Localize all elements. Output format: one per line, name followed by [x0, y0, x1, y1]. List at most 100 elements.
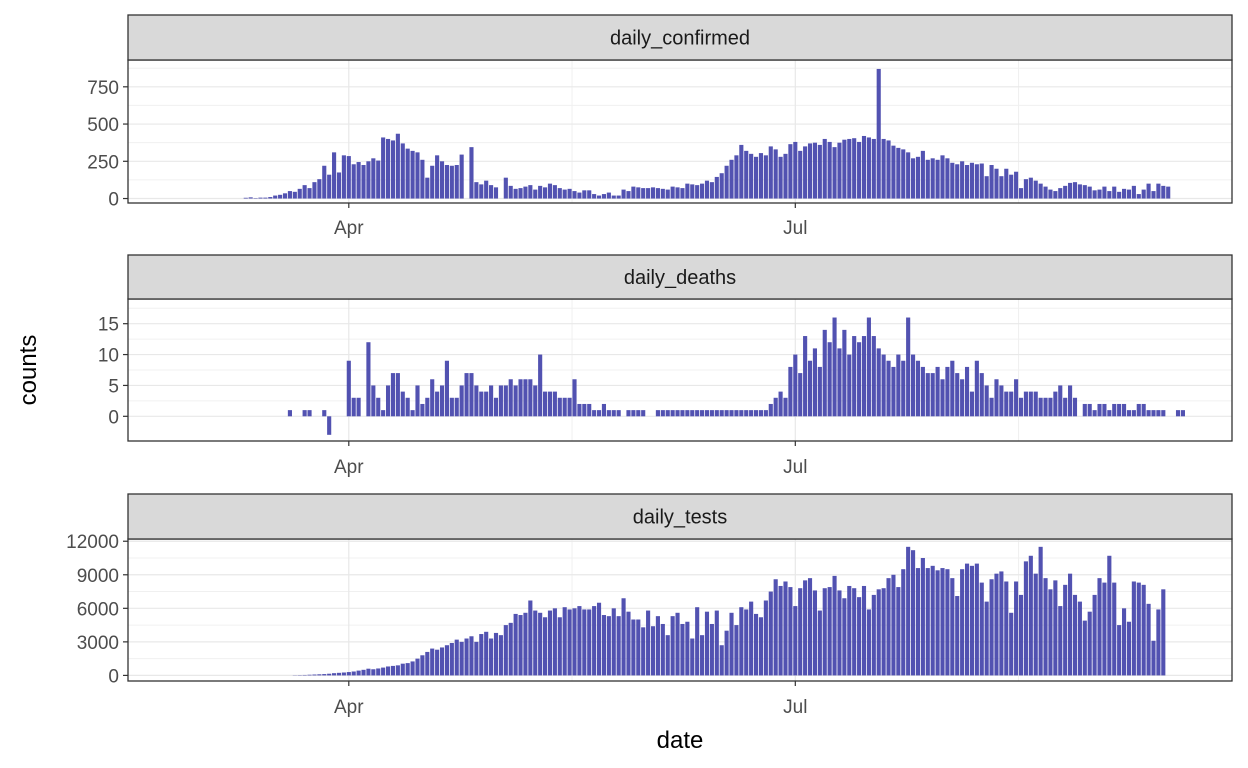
- bar: [493, 397, 499, 417]
- bar: [317, 674, 322, 676]
- bar: [263, 197, 268, 199]
- bar: [444, 360, 449, 417]
- bar: [788, 144, 793, 199]
- bar: [1048, 589, 1053, 676]
- bar: [361, 165, 366, 199]
- bar: [533, 385, 538, 417]
- bar: [680, 623, 685, 676]
- bar: [655, 188, 660, 199]
- bar: [621, 189, 626, 199]
- bar: [798, 150, 803, 199]
- bar: [395, 665, 400, 676]
- bar: [449, 397, 454, 417]
- bar: [307, 410, 312, 417]
- bar: [405, 397, 410, 417]
- bar: [807, 143, 813, 199]
- bar: [945, 366, 950, 417]
- bar: [1117, 403, 1122, 417]
- bar: [1092, 594, 1097, 676]
- bar: [866, 609, 871, 676]
- bar: [1043, 397, 1048, 417]
- bar: [739, 607, 744, 676]
- bar: [896, 354, 901, 417]
- bar: [287, 191, 292, 199]
- bar: [1053, 191, 1058, 199]
- bar: [753, 410, 759, 417]
- bar: [695, 410, 700, 417]
- bar: [577, 403, 582, 417]
- bar: [749, 153, 754, 199]
- bar: [822, 588, 827, 676]
- bar: [940, 568, 945, 676]
- bar: [940, 379, 945, 417]
- bar: [660, 623, 665, 676]
- bar: [626, 191, 631, 199]
- bar: [557, 188, 562, 199]
- y-tick-label: 750: [87, 78, 119, 99]
- bar: [425, 651, 430, 676]
- bar: [842, 598, 847, 676]
- bar: [420, 403, 425, 417]
- bar: [327, 673, 332, 676]
- bar: [243, 197, 248, 199]
- bar: [1141, 584, 1146, 676]
- bar: [376, 160, 381, 199]
- bar: [891, 366, 896, 417]
- bar: [788, 366, 793, 417]
- x-tick-label: Jul: [783, 218, 807, 239]
- bar: [1023, 179, 1028, 199]
- bar: [881, 354, 886, 417]
- bar: [420, 159, 425, 199]
- bar: [479, 391, 484, 417]
- bar: [1033, 391, 1038, 417]
- bar: [312, 674, 317, 676]
- bar: [1126, 410, 1132, 417]
- bar: [955, 373, 960, 417]
- bar: [636, 410, 641, 417]
- bar: [346, 672, 351, 676]
- bar: [812, 590, 817, 676]
- bar: [999, 571, 1004, 676]
- bar: [719, 645, 724, 676]
- bar: [861, 585, 867, 676]
- bar: [915, 156, 921, 199]
- x-axis-title: date: [657, 727, 704, 754]
- y-tick-label: 0: [108, 666, 119, 687]
- bar: [665, 410, 670, 417]
- bar: [454, 165, 459, 199]
- bar: [498, 635, 503, 676]
- bar: [459, 385, 464, 417]
- bar: [430, 648, 435, 676]
- bar: [974, 563, 979, 676]
- bar: [336, 672, 342, 676]
- bar: [587, 190, 592, 199]
- bar: [896, 147, 901, 199]
- bar: [729, 612, 734, 676]
- bar: [896, 587, 901, 676]
- bar: [297, 188, 302, 199]
- bar: [1102, 403, 1107, 417]
- bar: [474, 385, 479, 417]
- bar: [744, 410, 749, 417]
- bar: [577, 606, 582, 676]
- bar: [1048, 397, 1053, 417]
- bar: [685, 183, 690, 199]
- bar: [827, 587, 832, 676]
- bar: [724, 165, 729, 199]
- bar: [626, 410, 631, 417]
- bar: [798, 588, 803, 676]
- bar: [925, 568, 930, 676]
- bar: [974, 360, 979, 417]
- bar: [891, 145, 896, 199]
- facet-strip-label: daily_confirmed: [610, 28, 750, 50]
- bar: [577, 192, 582, 199]
- bar: [538, 354, 543, 417]
- bar: [646, 610, 651, 676]
- bar: [489, 385, 494, 417]
- bar: [415, 152, 420, 199]
- bar: [901, 569, 906, 676]
- bar: [812, 348, 817, 417]
- bar: [714, 410, 719, 417]
- bar: [1161, 589, 1166, 676]
- bar: [479, 634, 484, 676]
